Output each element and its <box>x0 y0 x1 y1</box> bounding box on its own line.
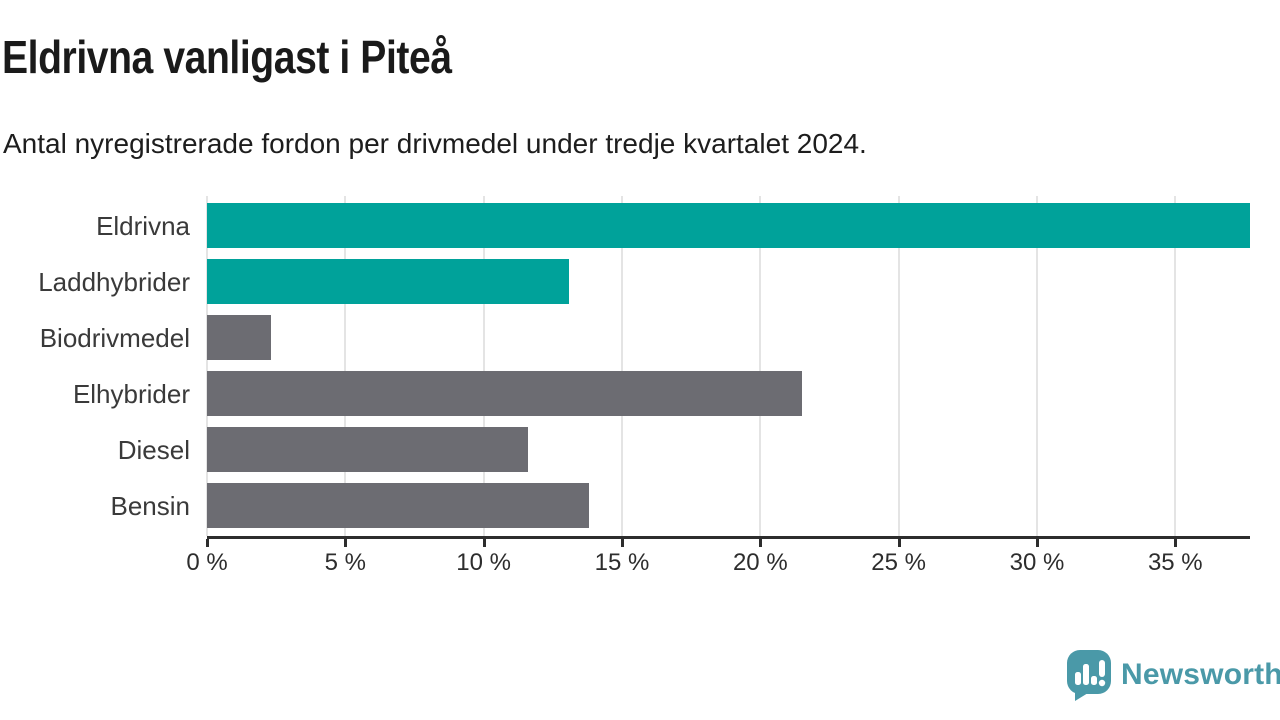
value-axis: 0 % 5 % 10 % 15 % 20 % 25 % 30 % 35 % <box>186 536 1250 596</box>
category-label-elhybrider: Elhybrider <box>72 378 190 409</box>
gridline-0 <box>206 196 208 536</box>
axis-tick-35 <box>1174 539 1178 547</box>
axis-tick-label-5: 5 % <box>324 549 366 576</box>
newsworthy-logo-icon <box>1067 650 1111 701</box>
axis-tick-label-35: 35 % <box>1147 549 1203 576</box>
category-label-eldrivna: Eldrivna <box>96 210 190 241</box>
gridline-25 <box>897 196 900 536</box>
axis-tick-25 <box>897 539 901 547</box>
plot-area <box>206 196 1250 536</box>
axis-tick-0 <box>206 539 209 547</box>
bar-eldrivna <box>207 203 1250 248</box>
gridline-30 <box>1035 196 1038 536</box>
axis-tick-10 <box>482 539 486 547</box>
category-label-laddhybrider: Laddhybrider <box>38 266 190 297</box>
bar-laddhybrider <box>207 259 570 304</box>
axis-tick-5 <box>344 539 348 547</box>
category-label-bensin: Bensin <box>110 490 191 521</box>
category-axis: Eldrivna Laddhybrider Biodrivmedel Elhybrid… <box>0 196 190 536</box>
category-label-diesel: Diesel <box>117 434 190 465</box>
axis-tick-label-0: 0 % <box>186 549 228 576</box>
axis-tick-15 <box>620 539 624 547</box>
newsworthy-logo: Newsworthy <box>1066 649 1280 701</box>
bar-biodrivmedel <box>207 315 271 360</box>
axis-tick-label-15: 15 % <box>594 549 650 576</box>
gridline-5 <box>344 196 347 536</box>
gridline-15 <box>620 196 623 536</box>
gridline-10 <box>482 196 485 536</box>
chart-title: Eldrivna vanligast i Piteå <box>2 31 452 83</box>
chart-subtitle: Antal nyregistrerade fordon per drivmede… <box>3 128 867 159</box>
bar-bensin <box>207 483 589 528</box>
gridline-20 <box>759 196 762 536</box>
bar-diesel <box>207 427 528 472</box>
axis-tick-30 <box>1035 539 1039 547</box>
category-label-biodrivmedel: Biodrivmedel <box>39 322 190 353</box>
bar-elhybrider <box>207 371 802 416</box>
axis-tick-label-25: 25 % <box>871 549 926 576</box>
gridline-35 <box>1174 196 1177 536</box>
axis-tick-label-20: 20 % <box>732 549 788 576</box>
axis-tick-label-30: 30 % <box>1009 549 1065 576</box>
newsworthy-wordmark: Newsworthy <box>1121 658 1280 691</box>
axis-tick-20 <box>759 539 763 547</box>
axis-tick-label-10: 10 % <box>456 549 511 576</box>
